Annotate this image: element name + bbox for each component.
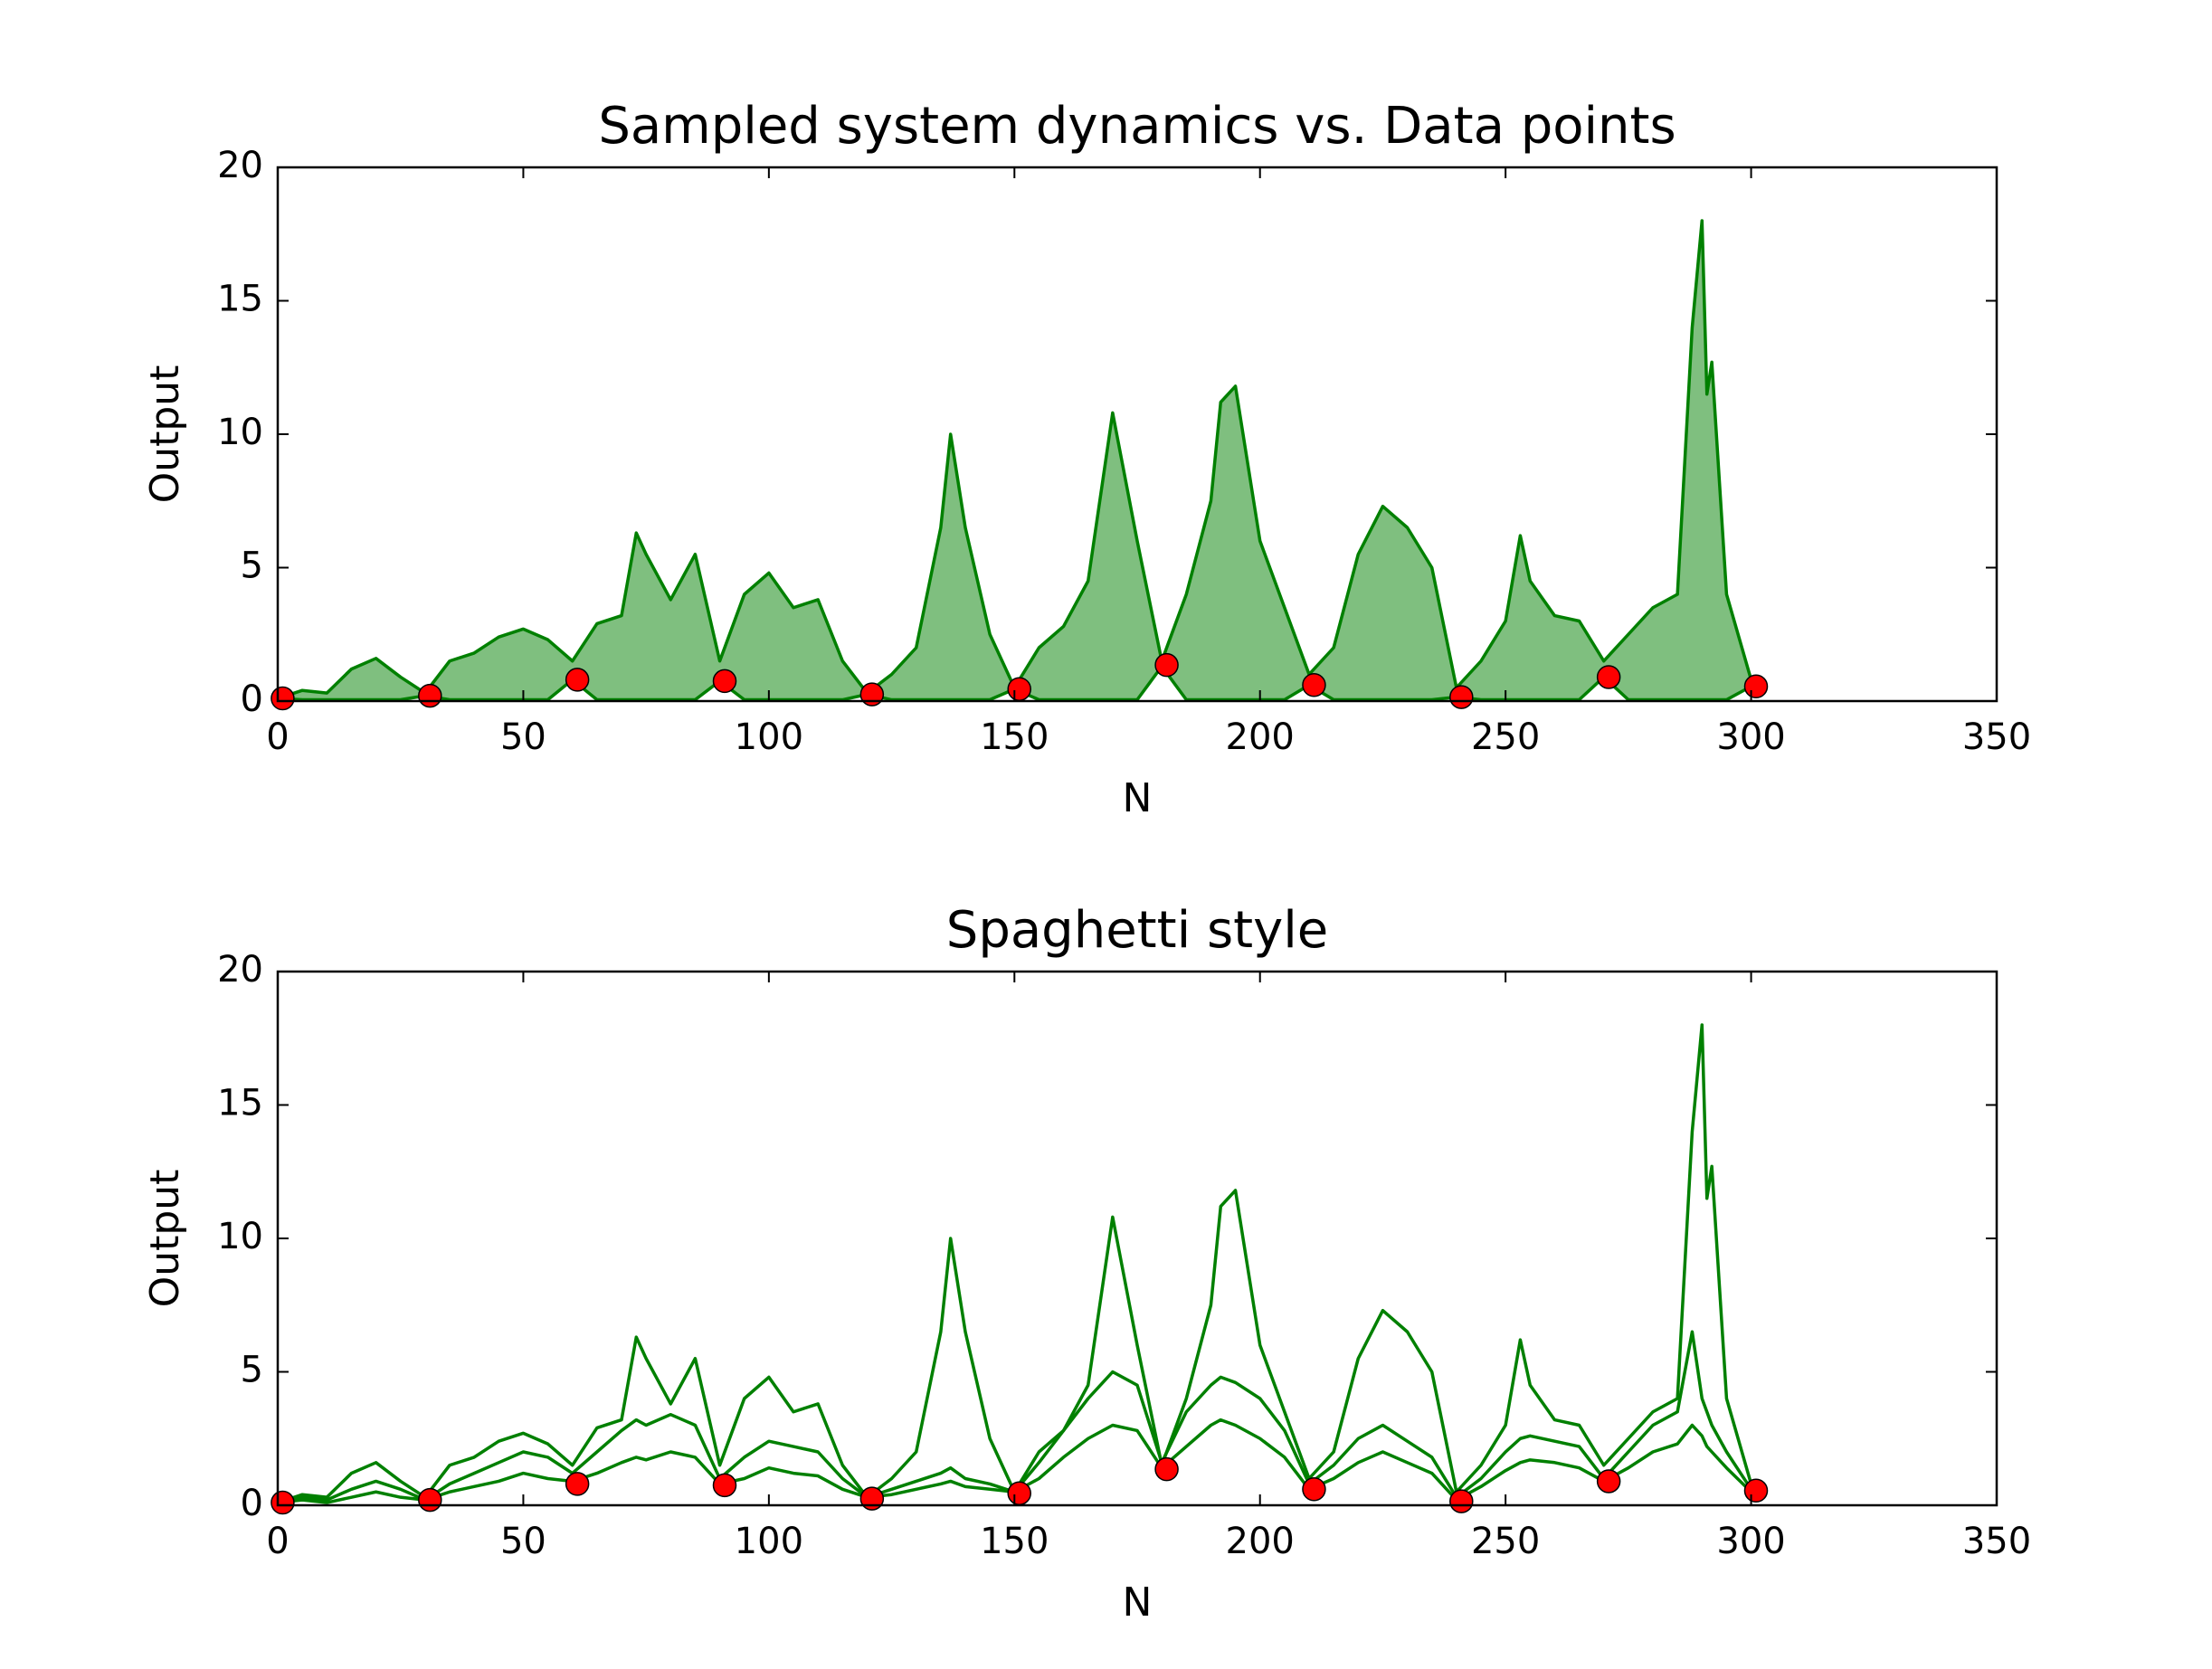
x-tick-label: 300: [1716, 1521, 1785, 1562]
x-tick-label: 50: [500, 716, 546, 758]
y-tick-label: 0: [241, 678, 263, 720]
data-point: [418, 1487, 442, 1513]
plot-area: [271, 1023, 1769, 1515]
y-tick-label: 0: [241, 1483, 263, 1524]
x-tick-label: 150: [980, 716, 1049, 758]
x-tick-label: 100: [735, 716, 803, 758]
data-point: [271, 686, 295, 711]
x-tick-label: 250: [1471, 716, 1540, 758]
y-tick-label: 20: [217, 949, 263, 991]
data-point: [565, 1472, 590, 1496]
y-tick-label: 5: [241, 1350, 263, 1391]
data-point: [1154, 1456, 1179, 1482]
data-point: [418, 683, 442, 708]
data-point: [1302, 1477, 1326, 1502]
y-tick-label: 15: [217, 279, 263, 320]
data-point: [1743, 1478, 1769, 1503]
series-line: [277, 1023, 1753, 1504]
x-tick-label: 0: [266, 1521, 289, 1562]
x-tick-label: 350: [1962, 716, 2031, 758]
data-point: [1007, 1481, 1031, 1505]
x-tick-label: 300: [1716, 716, 1785, 758]
series-line: [277, 1330, 1753, 1504]
data-point: [1596, 665, 1621, 689]
y-tick-label: 10: [217, 412, 263, 453]
y-tick-label: 10: [217, 1216, 263, 1257]
x-tick-label: 200: [1226, 1521, 1295, 1562]
chart-title: Spaghetti style: [946, 901, 1328, 960]
x-tick-label: 350: [1962, 1521, 2031, 1562]
x-tick-label: 50: [500, 1521, 546, 1562]
y-axis-label: Output: [142, 1170, 188, 1308]
data-point: [565, 668, 590, 692]
y-axis-label: Output: [142, 365, 188, 504]
x-axis-label: N: [1123, 775, 1153, 821]
axes-frame: [276, 970, 1998, 1507]
data-point: [1449, 1489, 1474, 1513]
x-tick-label: 200: [1226, 716, 1295, 758]
data-point: [1743, 674, 1769, 699]
x-axis-label: N: [1123, 1579, 1153, 1626]
panel: Sampled system dynamics vs. Data points N…: [142, 97, 2031, 821]
series-line: [277, 1418, 1752, 1504]
data-point: [859, 682, 885, 706]
data-point: [859, 1486, 885, 1511]
data-point: [271, 1490, 295, 1515]
data-point: [1154, 652, 1179, 678]
x-tick-label: 0: [266, 716, 289, 758]
series-line: [277, 664, 1752, 702]
data-point: [1596, 1469, 1621, 1494]
plot-area: [271, 219, 1769, 711]
data-point: [712, 669, 737, 694]
envelope-fill: [278, 221, 1752, 700]
x-tick-label: 150: [980, 1521, 1049, 1562]
data-point: [1302, 673, 1326, 697]
x-tick-label: 100: [735, 1521, 803, 1562]
y-tick-label: 20: [217, 145, 263, 186]
data-point: [1449, 685, 1474, 709]
x-tick-label: 250: [1471, 1521, 1540, 1562]
data-point: [1007, 677, 1031, 701]
chart-title: Sampled system dynamics vs. Data points: [598, 97, 1676, 156]
y-tick-label: 15: [217, 1083, 263, 1124]
series-line: [277, 219, 1753, 700]
data-point: [712, 1473, 737, 1498]
y-tick-label: 5: [241, 545, 263, 587]
